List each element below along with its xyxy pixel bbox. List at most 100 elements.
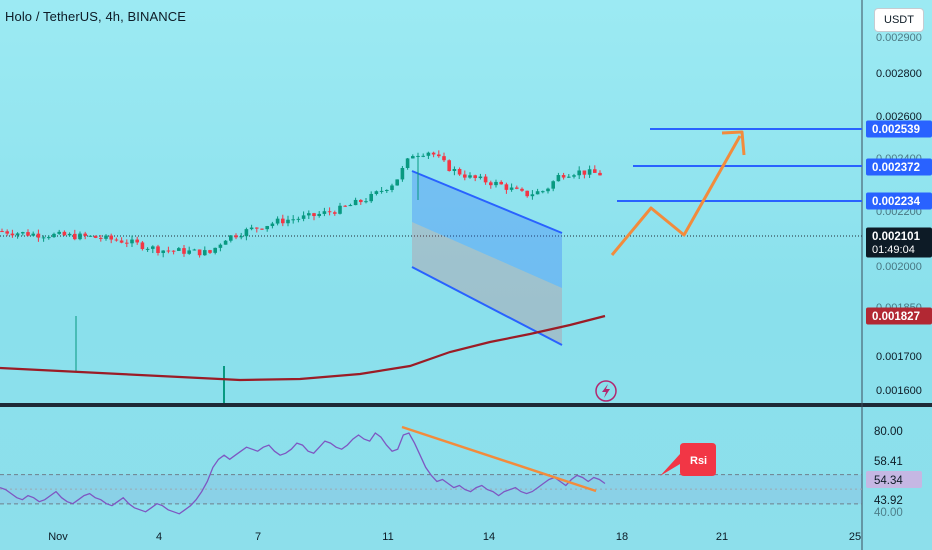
x-tick-label: 25 <box>849 531 861 543</box>
candle-body <box>78 233 82 240</box>
pane-separator <box>0 403 932 407</box>
candle-body <box>275 218 280 224</box>
candle-body <box>400 168 405 180</box>
candle-body <box>385 189 389 191</box>
candle-body <box>208 250 212 253</box>
rsi-y-tick-label: 80.00 <box>874 426 903 438</box>
rsi-divergence-line <box>401 425 597 493</box>
candle-body <box>260 228 264 230</box>
price-label-target-1: 0.002539 <box>872 124 920 136</box>
chart-title: Holo / TetherUS, 4h, BINANCE <box>5 9 187 24</box>
candle-body <box>525 190 529 197</box>
candle-body <box>281 218 285 224</box>
candle-body <box>411 156 415 159</box>
lightning-icon <box>595 380 617 402</box>
candle-body <box>317 213 321 217</box>
moving-average-line <box>0 314 606 382</box>
candle-body <box>301 215 306 219</box>
candle-body <box>478 176 483 179</box>
candle-body <box>504 184 509 190</box>
price-label-last: 0.002101 <box>872 231 921 243</box>
candle-body <box>556 175 561 182</box>
candle-body <box>52 233 56 238</box>
candle-body <box>270 223 275 227</box>
candle-body <box>286 219 290 224</box>
candle-body <box>535 191 540 195</box>
candle-body <box>577 170 581 176</box>
candle-body <box>369 193 373 202</box>
rsi-annotation-label: Rsi <box>690 455 707 467</box>
y-tick-label: 0.001700 <box>876 351 922 363</box>
candle-body <box>307 213 311 216</box>
candle-body <box>437 154 441 157</box>
candle-body <box>223 240 228 245</box>
candle-body <box>177 248 181 251</box>
candle-body <box>457 168 462 175</box>
countdown-label: 01:49:04 <box>872 244 915 256</box>
candle-body <box>509 187 514 190</box>
price-label-target-3: 0.002234 <box>872 196 921 208</box>
candle-body <box>468 175 472 178</box>
candle-body <box>31 233 35 236</box>
candle-body <box>447 160 451 172</box>
x-tick-label: 4 <box>156 531 162 543</box>
candle-body <box>239 236 243 238</box>
candle-body <box>88 235 93 237</box>
projection-arrowhead <box>721 130 746 156</box>
currency-button[interactable]: USDT <box>874 8 924 32</box>
price-label-target-1-bg <box>866 120 932 138</box>
candle-body <box>255 227 259 229</box>
candle-body <box>41 237 46 239</box>
candle-body <box>229 235 233 241</box>
candle-body <box>187 250 191 254</box>
candle-body <box>327 211 332 213</box>
candle-body <box>567 176 571 178</box>
candle-body <box>192 249 197 251</box>
rsi-y-tick-label: 43.92 <box>874 495 903 507</box>
candle-body <box>395 179 399 186</box>
candle-body <box>151 246 155 249</box>
candle-body <box>338 205 342 214</box>
candle-body <box>322 211 327 214</box>
candle-body <box>598 172 602 176</box>
rsi-value-label-bg <box>866 471 922 488</box>
candle-body <box>182 248 186 254</box>
candles <box>0 150 602 403</box>
x-tick-label: 21 <box>716 531 728 543</box>
y-tick-label: 0.002800 <box>876 68 922 80</box>
candle-body <box>520 188 524 191</box>
candle-body <box>405 158 410 169</box>
y-tick-label: 0.002600 <box>876 111 922 123</box>
candle-body <box>140 242 145 249</box>
candle-body <box>359 199 363 203</box>
candle-body <box>473 175 477 179</box>
price-label-target-2-bg <box>866 158 932 176</box>
x-tick-label: Nov <box>48 531 68 543</box>
candle-body <box>390 185 394 190</box>
candle-body <box>135 239 139 243</box>
candle-body <box>312 213 316 217</box>
candle-body <box>109 235 113 240</box>
candle-body <box>171 250 176 252</box>
candle-body <box>587 169 592 175</box>
candle-body <box>83 233 87 236</box>
candle-body <box>166 250 171 252</box>
candle-body <box>572 175 576 177</box>
candle-body <box>218 244 223 248</box>
candle-body <box>541 191 545 193</box>
candle-body <box>93 235 98 238</box>
candle-body <box>421 155 425 157</box>
candle-body <box>104 235 108 239</box>
candle-body <box>499 181 503 185</box>
candle-body <box>374 191 379 194</box>
candle-body <box>546 188 550 192</box>
price-label-last-bg <box>866 227 932 258</box>
candle-body <box>426 152 431 156</box>
candle-body <box>463 174 467 178</box>
candle-body <box>114 239 119 241</box>
y-tick-label: 0.001600 <box>876 385 922 397</box>
candle-body <box>364 201 368 203</box>
candle-body <box>57 231 61 234</box>
